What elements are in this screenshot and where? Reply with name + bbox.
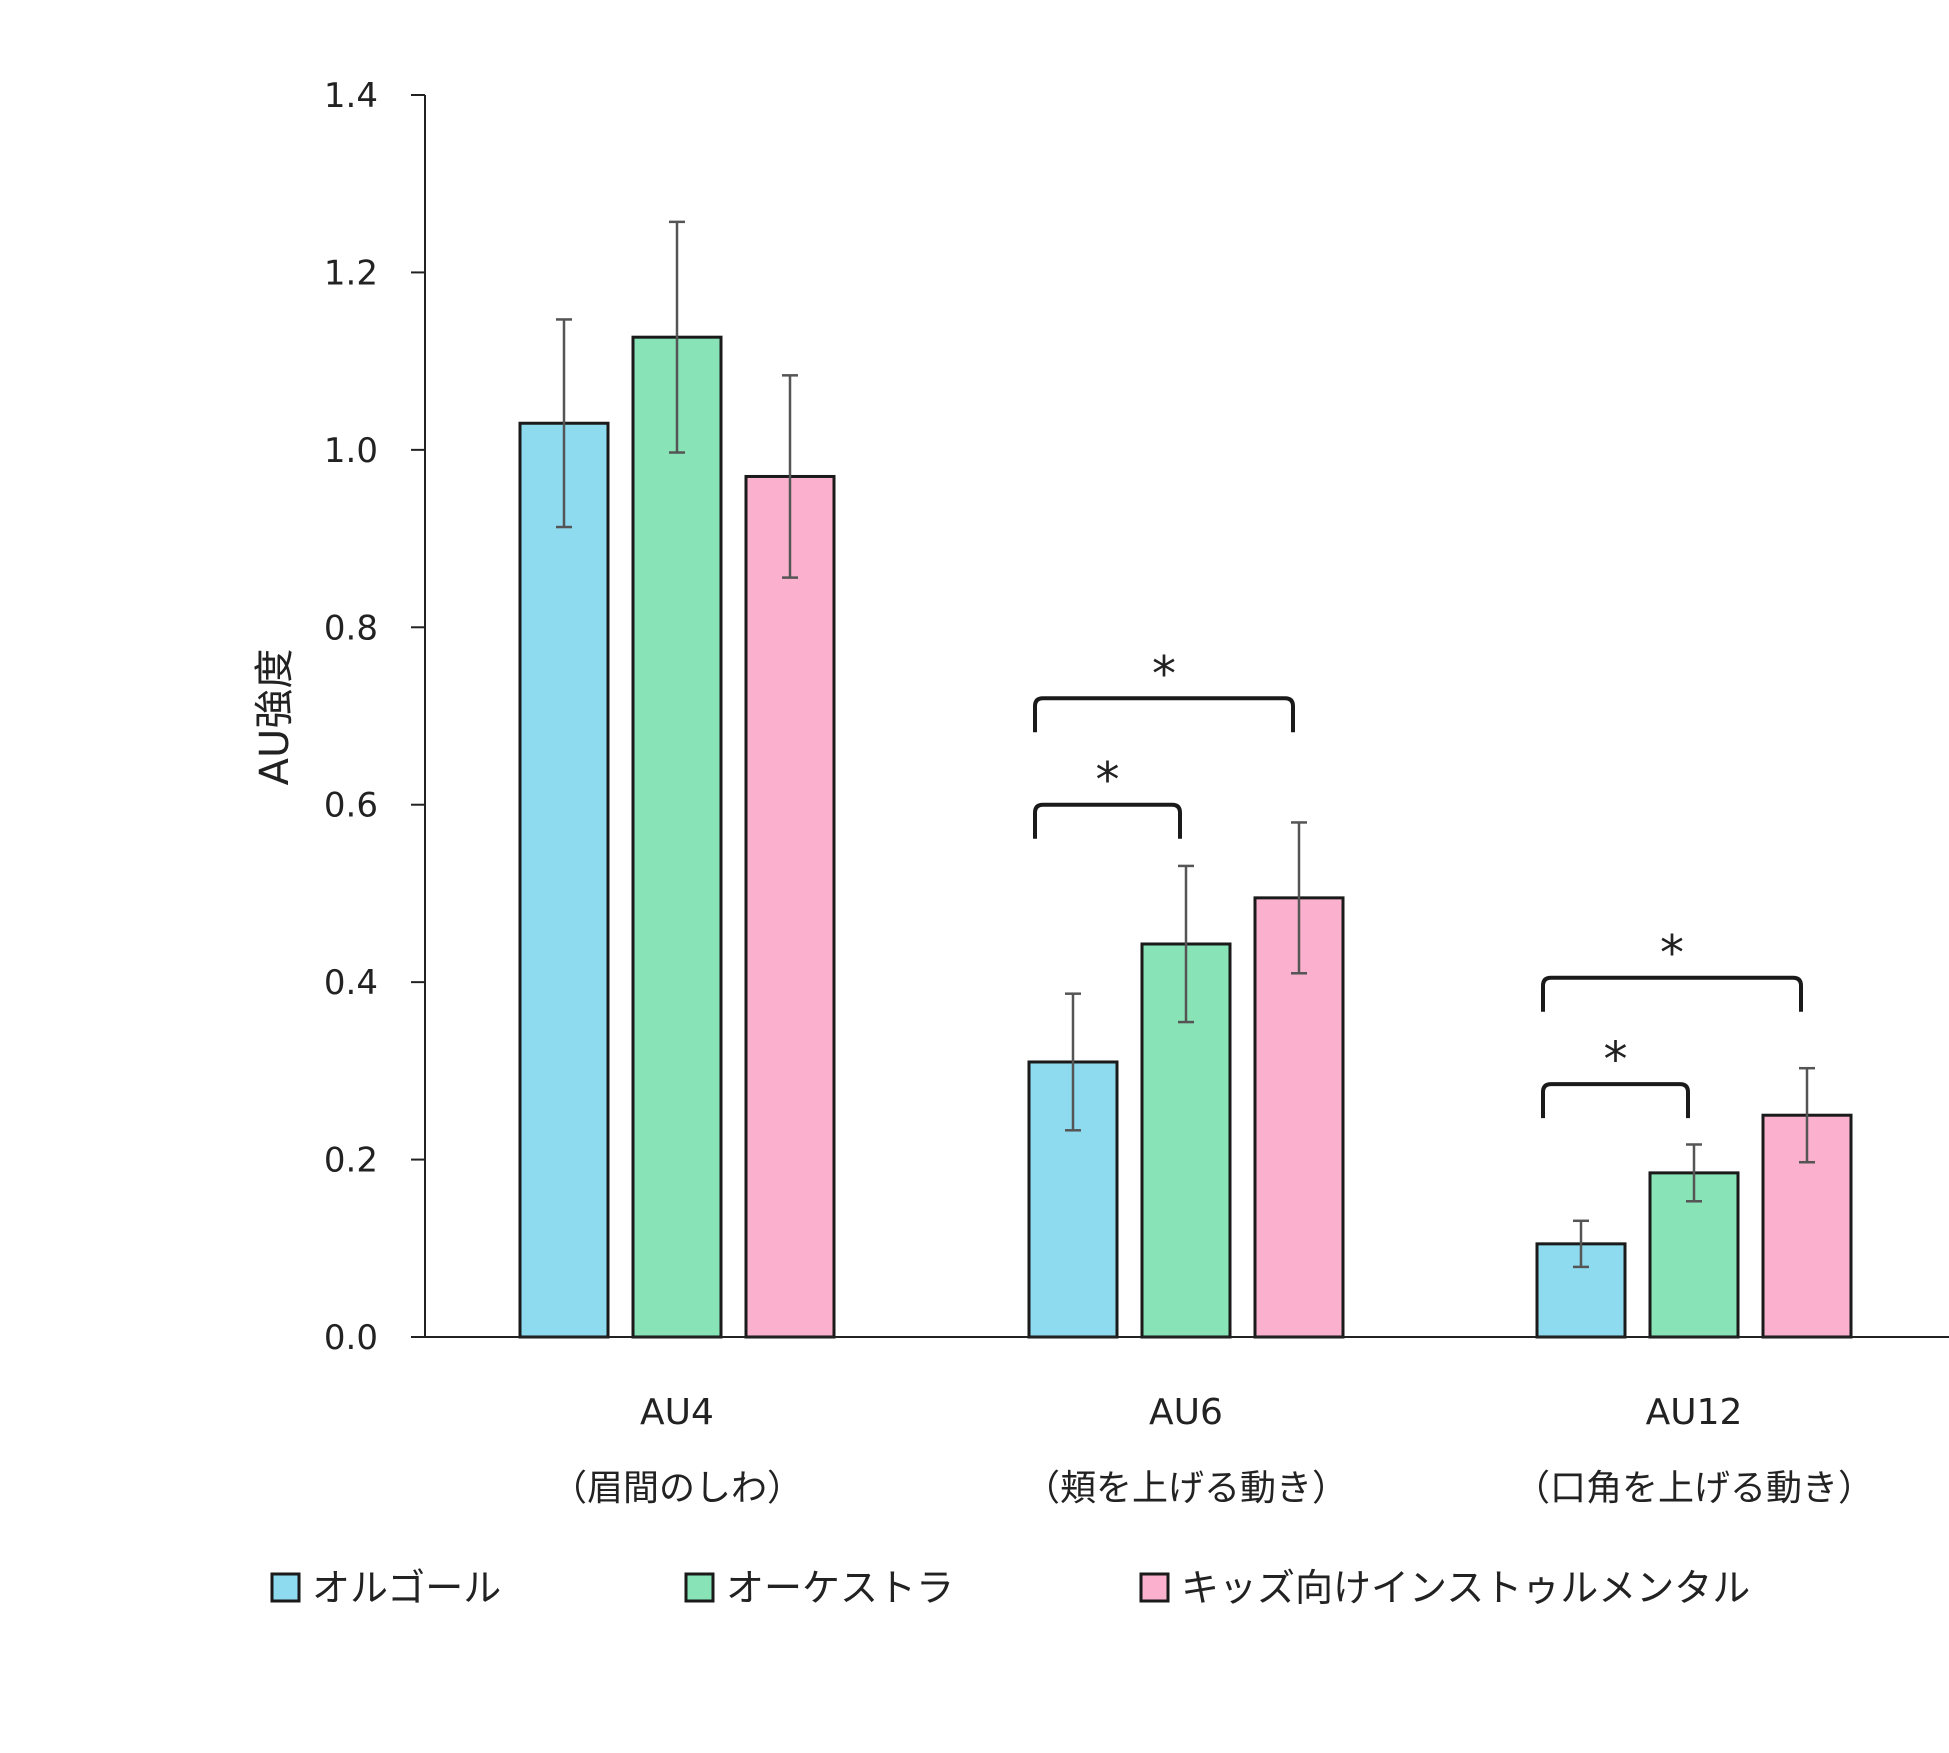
significance-star: * [1096,753,1120,809]
category-desc-au12: （口角を上げる動き） [1514,1468,1874,1509]
axes-layer [411,94,1949,1338]
legend: オルゴール オーケストラ キッズ向けインストゥルメンタル [270,1566,1750,1610]
labels-layer: 0.0 0.2 0.4 0.6 0.8 1.0 1.2 1.4 AU4 （眉間のしわ） AU6 （頬を… [324,76,1874,1509]
bar-au4-series-0 [518,421,610,1339]
legend-item-series-2: キッズ向けインストゥルメンタル [1139,1566,1750,1610]
legend-item-series-1: オーケストラ [684,1566,954,1610]
error-bar-au6-series-0 [1065,992,1081,1132]
legend-swatch [1139,1572,1170,1603]
error-bar-au4-series-0 [556,318,572,529]
error-bars-layer [556,220,1815,1269]
error-bar-au6-series-2 [1291,821,1307,975]
category-label-au12: AU12 [1646,1392,1743,1433]
category-label-au6: AU6 [1149,1392,1223,1433]
significance-layer: * * * * [1033,646,1803,1119]
y-tick-label: 0.2 [324,1141,378,1181]
y-tick-label: 1.2 [324,253,378,293]
legend-label: オーケストラ [726,1566,954,1610]
significance-star: * [1604,1032,1628,1088]
error-bar-au12-series-2 [1799,1066,1815,1164]
legend-label: オルゴール [312,1566,501,1610]
y-tick-label: 0.4 [324,963,378,1003]
error-bar-au12-series-0 [1573,1219,1589,1269]
error-bar-au6-series-1 [1178,864,1194,1024]
bars-layer [518,335,1853,1339]
bar-au4-series-1 [631,335,723,1339]
bar-au4-series-2 [744,474,836,1339]
significance-bracket [1033,802,1182,839]
y-tick-label: 1.4 [324,76,378,116]
bar-au12-series-1 [1648,1171,1740,1339]
significance-bracket [1541,1082,1690,1119]
significance-star: * [1152,646,1176,702]
legend-swatch [270,1572,301,1603]
error-bar-au4-series-1 [669,220,685,454]
category-label-au4: AU4 [640,1392,714,1433]
legend-swatch [684,1572,715,1603]
y-tick-label: 1.0 [324,431,378,471]
y-axis-label: AU強度 [252,649,298,786]
legend-label: キッズ向けインストゥルメンタル [1181,1566,1750,1610]
y-tick-label: 0.8 [324,608,378,648]
error-bar-au4-series-2 [782,374,798,579]
legend-item-series-0: オルゴール [270,1566,501,1610]
significance-star: * [1660,926,1684,982]
y-tick-label: 0.0 [324,1318,378,1358]
category-desc-au6: （頬を上げる動き） [1024,1468,1348,1509]
significance-bracket [1541,975,1803,1012]
error-bar-au12-series-1 [1686,1143,1702,1203]
significance-bracket [1033,696,1295,733]
category-desc-au4: （眉間のしわ） [551,1468,803,1509]
y-tick-label: 0.6 [324,786,378,826]
